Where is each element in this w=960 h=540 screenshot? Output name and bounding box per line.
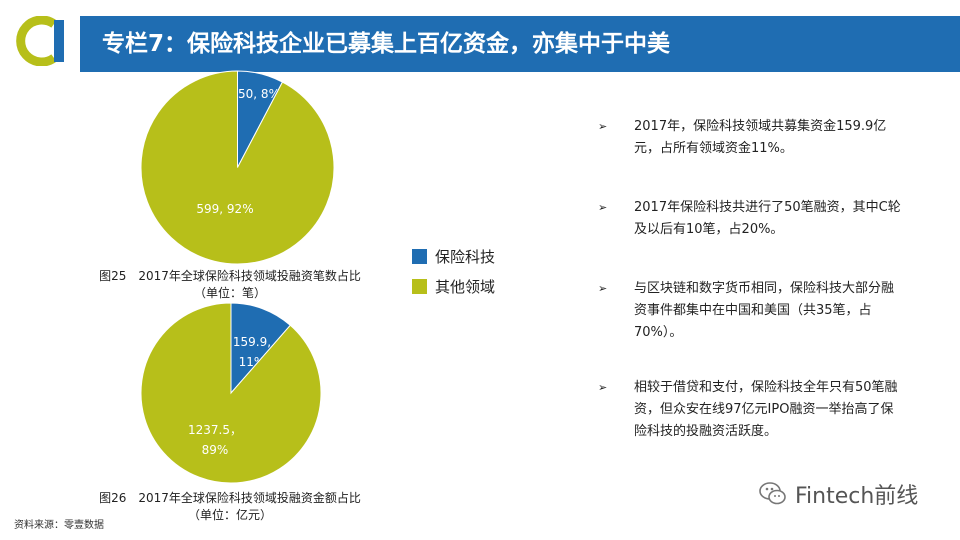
legend-item-insurtech: 保险科技 <box>412 245 495 267</box>
pie-slice-other <box>140 70 335 265</box>
bullet-line: 2017年，保险科技领域共募集资金159.9亿 <box>634 119 887 134</box>
pie-slice-insurtech <box>230 302 291 395</box>
bullet-line: 资，但众安在线97亿元IPO融资一举抬高了保 <box>634 402 894 417</box>
watermark-text: Fintech前线 <box>795 484 919 509</box>
bullet-line: 资事件都集中在中国和美国（共35笔，占 <box>634 303 872 318</box>
chart-title: 图25 2017年全球保险科技领域投融资笔数占比 <box>99 269 361 283</box>
pie-data-label: 1237.5， 89% <box>188 423 242 457</box>
bullet-line: 险科技的投融资活跃度。 <box>634 424 778 439</box>
bullet-item: ➢ 与区块链和数字货币相同，保险科技大部分融 资事件都集中在中国和美国（共35笔… <box>598 278 928 344</box>
bullet-line: 及以后有10笔，占20%。 <box>634 222 784 237</box>
chart-title: 图26 2017年全球保险科技领域投融资金额占比 <box>99 491 361 505</box>
bullet-line: 70%）。 <box>634 325 683 340</box>
arrow-bullet-icon: ➢ <box>598 381 608 394</box>
pie-slice-other <box>140 302 322 484</box>
legend-swatch <box>412 278 427 294</box>
wechat-icon <box>759 482 786 505</box>
chart-subtitle: （单位：亿元） <box>187 508 272 522</box>
legend-label: 其他领域 <box>435 277 496 296</box>
arrow-bullet-icon: ➢ <box>598 120 608 133</box>
pie-data-label: 50, 8% <box>238 87 280 101</box>
bullet-line: 2017年保险科技共进行了50笔融资，其中C轮 <box>634 200 901 215</box>
chart-legend: 保险科技 其他领域 <box>412 245 495 305</box>
legend-item-other: 其他领域 <box>412 275 495 297</box>
legend-swatch <box>412 248 427 264</box>
bullet-line: 相较于借贷和支付，保险科技全年只有50笔融 <box>634 380 898 395</box>
pie-chart-deal-count: 50, 8% 599, 92% <box>140 70 335 265</box>
chart-caption-amount: 图26 2017年全球保险科技领域投融资金额占比 （单位：亿元） <box>60 490 400 524</box>
header-bar: 专栏7：保险科技企业已募集上百亿资金，亦集中于中美 <box>80 16 960 72</box>
chart-subtitle: （单位：笔） <box>193 286 266 300</box>
bullet-item: ➢ 2017年保险科技共进行了50笔融资，其中C轮 及以后有10笔，占20%。 <box>598 197 928 241</box>
source-note: 资料来源：零壹数据 <box>14 520 104 531</box>
bullet-line: 与区块链和数字货币相同，保险科技大部分融 <box>634 281 895 296</box>
bullet-item: ➢ 相较于借贷和支付，保险科技全年只有50笔融 资，但众安在线97亿元IPO融资… <box>598 377 928 443</box>
page-title: 专栏7：保险科技企业已募集上百亿资金，亦集中于中美 <box>102 31 671 57</box>
arrow-bullet-icon: ➢ <box>598 282 608 295</box>
bullet-item: ➢ 2017年，保险科技领域共募集资金159.9亿 元，占所有领域资金11%。 <box>598 116 928 160</box>
legend-label: 保险科技 <box>435 247 496 266</box>
pie-data-label: 599, 92% <box>196 202 253 216</box>
brand-logo <box>16 16 64 66</box>
watermark: Fintech前线 <box>757 478 918 510</box>
bullet-list: ➢ 2017年，保险科技领域共募集资金159.9亿 元，占所有领域资金11%。 … <box>598 116 928 443</box>
pie-chart-amount: 159.9, 11%1237.5， 89% <box>140 302 322 484</box>
chart-caption-deal-count: 图25 2017年全球保险科技领域投融资笔数占比 （单位：笔） <box>70 268 390 302</box>
arrow-bullet-icon: ➢ <box>598 201 608 214</box>
bullet-line: 元，占所有领域资金11%。 <box>634 141 793 156</box>
